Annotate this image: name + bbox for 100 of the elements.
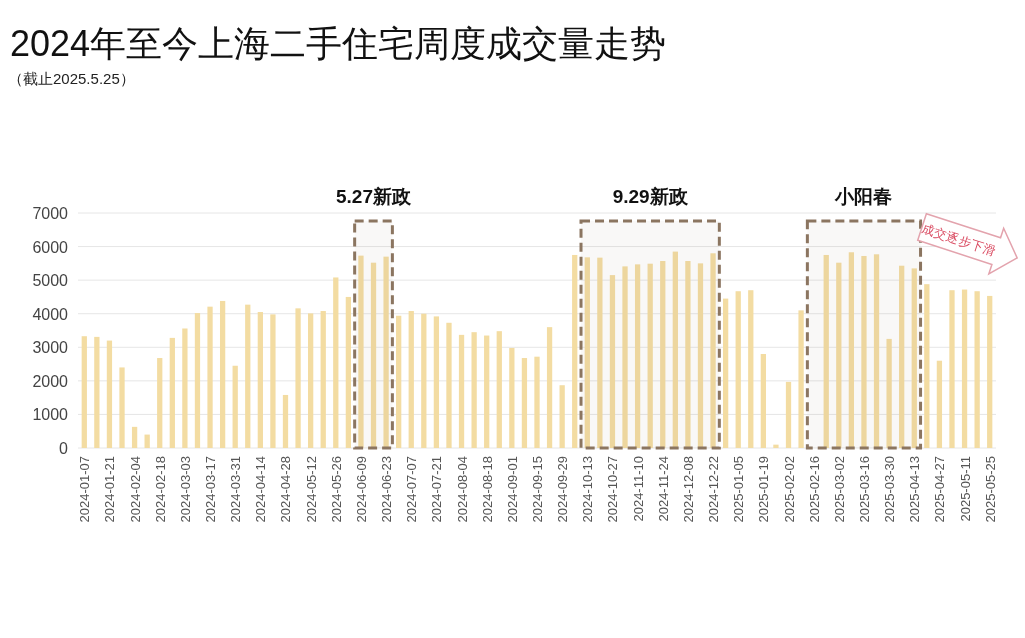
bar bbox=[735, 291, 741, 448]
bar bbox=[622, 266, 628, 448]
x-tick-label: 2025-02-16 bbox=[806, 456, 822, 523]
bar bbox=[358, 255, 364, 448]
bar bbox=[722, 298, 729, 448]
bar bbox=[131, 426, 138, 448]
bar bbox=[584, 257, 590, 448]
bar bbox=[396, 315, 402, 448]
y-tick-label: 7000 bbox=[32, 205, 69, 222]
x-tick-label: 2024-04-28 bbox=[278, 456, 294, 523]
bar bbox=[421, 313, 427, 448]
x-tick-label: 2024-09-29 bbox=[555, 456, 571, 523]
bar bbox=[987, 295, 993, 448]
bar bbox=[270, 314, 276, 448]
x-tick-label: 2024-12-22 bbox=[706, 456, 722, 523]
x-tick-label: 2024-04-14 bbox=[253, 456, 269, 523]
x-tick-label: 2024-07-07 bbox=[404, 456, 420, 523]
y-tick-label: 4000 bbox=[32, 305, 69, 323]
x-tick-label: 2024-03-31 bbox=[228, 456, 244, 523]
bar bbox=[974, 291, 980, 448]
bar bbox=[408, 311, 414, 448]
y-tick-label: 5000 bbox=[32, 272, 69, 290]
bar bbox=[597, 257, 603, 448]
x-tick-label: 2024-02-04 bbox=[127, 456, 143, 523]
bar bbox=[823, 254, 829, 448]
y-tick-label: 0 bbox=[59, 440, 69, 457]
bar bbox=[232, 365, 238, 448]
y-tick-label: 3000 bbox=[32, 339, 69, 357]
bar bbox=[748, 290, 754, 448]
x-tick-label: 2024-07-21 bbox=[429, 456, 445, 523]
x-tick-label: 2024-03-03 bbox=[177, 456, 193, 523]
bar bbox=[106, 340, 113, 448]
x-tick-label: 2024-03-17 bbox=[203, 456, 219, 523]
x-tick-label: 2024-01-07 bbox=[77, 456, 93, 523]
y-tick-label: 6000 bbox=[32, 238, 69, 256]
bar bbox=[94, 336, 100, 448]
bar bbox=[471, 332, 477, 448]
bar bbox=[546, 327, 553, 448]
x-tick-label: 2025-03-02 bbox=[831, 456, 847, 523]
bar bbox=[760, 354, 766, 448]
bar bbox=[798, 310, 804, 448]
bar bbox=[509, 347, 515, 448]
x-tick-label: 2025-03-16 bbox=[856, 456, 872, 523]
band-label: 9.29新政 bbox=[612, 186, 689, 207]
x-tick-label: 2024-01-21 bbox=[102, 456, 118, 523]
bar bbox=[245, 304, 251, 448]
bar bbox=[534, 356, 540, 448]
bar bbox=[873, 254, 880, 448]
x-tick-label: 2025-05-11 bbox=[957, 456, 973, 522]
x-tick-label: 2024-09-01 bbox=[504, 456, 520, 523]
bar bbox=[257, 312, 263, 448]
x-tick-label: 2024-12-08 bbox=[680, 456, 696, 523]
bar bbox=[848, 252, 855, 448]
bar bbox=[119, 367, 125, 448]
bar bbox=[634, 264, 641, 448]
x-tick-label: 2024-02-18 bbox=[152, 456, 168, 523]
bar bbox=[710, 253, 716, 448]
bar bbox=[773, 444, 779, 448]
bar bbox=[333, 277, 339, 448]
bar bbox=[899, 265, 905, 448]
x-tick-label: 2024-06-09 bbox=[353, 456, 369, 523]
bar bbox=[320, 311, 326, 448]
bar bbox=[458, 334, 465, 448]
band-label: 5.27新政 bbox=[336, 186, 413, 207]
bar bbox=[345, 296, 352, 448]
bar bbox=[446, 322, 452, 448]
x-tick-label: 2024-05-26 bbox=[328, 456, 344, 523]
bar bbox=[685, 261, 691, 448]
bar bbox=[785, 381, 792, 448]
bar bbox=[949, 290, 955, 448]
bar bbox=[609, 275, 616, 448]
x-tick-label: 2024-05-12 bbox=[303, 456, 319, 523]
x-tick-label: 2025-04-13 bbox=[907, 456, 923, 523]
x-tick-label: 2025-04-27 bbox=[932, 456, 948, 523]
bar bbox=[169, 337, 175, 448]
bar bbox=[672, 251, 678, 448]
bar bbox=[836, 262, 842, 448]
bar bbox=[572, 254, 578, 448]
bar bbox=[924, 284, 930, 448]
x-tick-label: 2024-08-04 bbox=[454, 456, 470, 523]
x-tick-label: 2025-02-02 bbox=[781, 456, 797, 523]
x-tick-label: 2025-01-05 bbox=[731, 456, 747, 523]
y-tick-label: 1000 bbox=[32, 406, 69, 424]
x-tick-label: 2024-09-15 bbox=[530, 456, 545, 523]
bar bbox=[370, 262, 377, 448]
chart-subtitle: （截止2025.5.25） bbox=[8, 70, 135, 87]
chart-title: 2024年至今上海二手住宅周度成交量走势 bbox=[10, 23, 667, 64]
band-label: 小阳春 bbox=[834, 186, 893, 207]
bar bbox=[282, 394, 289, 448]
bar bbox=[383, 256, 389, 448]
bar bbox=[886, 338, 892, 448]
x-tick-label: 2024-11-10 bbox=[630, 456, 646, 522]
bar bbox=[936, 360, 943, 448]
x-tick-label: 2024-11-24 bbox=[655, 456, 671, 522]
bar bbox=[194, 313, 201, 448]
bar bbox=[521, 358, 528, 448]
bar bbox=[697, 263, 704, 448]
x-tick-label: 2024-08-18 bbox=[479, 456, 495, 523]
bar bbox=[911, 268, 917, 448]
bar bbox=[861, 255, 867, 448]
